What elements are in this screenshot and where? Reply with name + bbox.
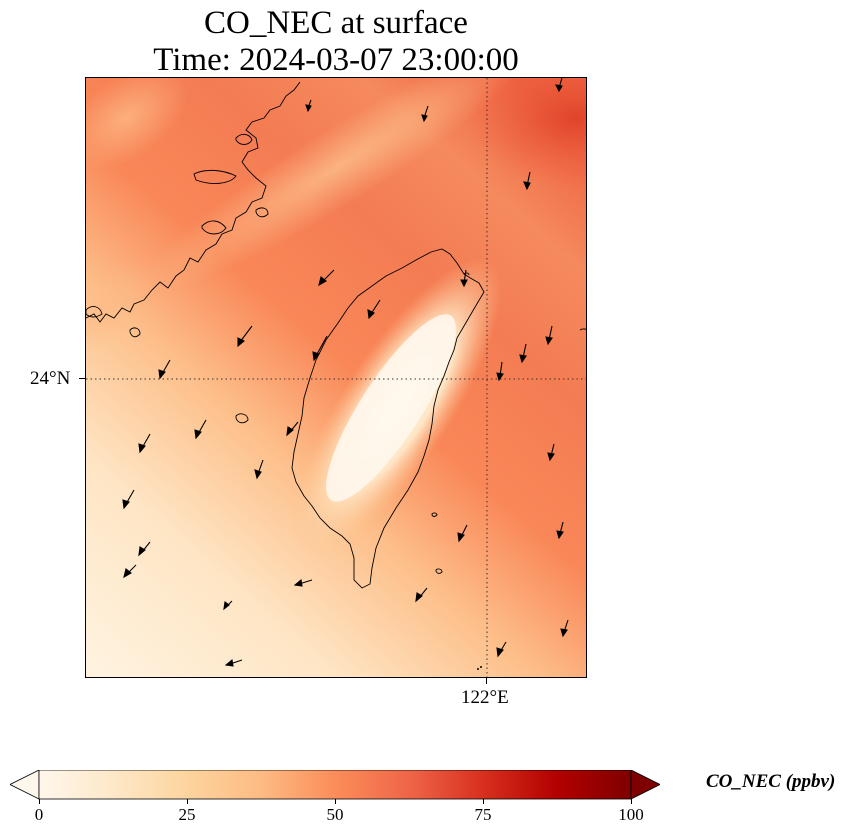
wind-vector xyxy=(496,361,504,382)
china-coastline xyxy=(86,81,301,323)
wind-vector xyxy=(460,269,468,288)
colorbar-tick-mark xyxy=(631,799,632,804)
map-title-line-2: Time: 2024-03-07 23:00:00 xyxy=(153,42,519,78)
wind-vector xyxy=(194,419,207,440)
wind-vector xyxy=(254,459,264,480)
wind-vector xyxy=(415,587,428,603)
coastlines xyxy=(86,81,586,589)
wind-vector xyxy=(237,325,253,348)
colorbar-extend-high xyxy=(630,770,660,800)
colorbar-tick-label: 25 xyxy=(178,805,196,824)
wind-vector xyxy=(138,433,151,454)
wind-vector xyxy=(556,521,564,540)
colorbar-label: CO_NEC (ppbv) xyxy=(706,771,836,792)
wind-vector xyxy=(457,524,468,543)
colorbar-tick-label: 75 xyxy=(474,805,492,824)
map-panel[interactable] xyxy=(85,77,587,678)
wind-vector xyxy=(293,578,313,587)
latitude-label: 24°N xyxy=(30,368,71,389)
colorbar-extend-low xyxy=(10,770,40,800)
lon-tick-mark xyxy=(486,678,487,684)
colorbar-tick-mark xyxy=(335,799,336,804)
wind-vector xyxy=(496,641,507,658)
wind-vector xyxy=(421,105,429,123)
wind-vector xyxy=(122,489,135,510)
wind-vector xyxy=(123,564,137,579)
wind-vector xyxy=(555,78,563,93)
wind-vector xyxy=(224,658,243,667)
wind-vector xyxy=(158,359,171,380)
wind-vector-field xyxy=(122,78,569,667)
taiwan-coastline xyxy=(291,248,485,589)
lat-tick-mark xyxy=(79,378,85,379)
longitude-label: 122°E xyxy=(461,687,509,708)
colorbar-tick-label: 0 xyxy=(34,805,44,824)
wind-vector xyxy=(545,325,553,346)
wind-vector xyxy=(519,343,527,364)
wind-vector xyxy=(305,99,312,113)
colorbar-tick-label: 50 xyxy=(326,805,344,824)
colorbar-gradient xyxy=(38,770,632,800)
map-title-line-1: CO_NEC at surface xyxy=(204,5,468,41)
wind-vector xyxy=(286,421,299,437)
wind-vector xyxy=(312,335,328,362)
wind-vector xyxy=(367,299,381,320)
wind-vector xyxy=(223,600,233,611)
wind-vector xyxy=(318,269,335,287)
colorbar xyxy=(10,770,660,800)
concentration-field-svg xyxy=(86,78,586,677)
colorbar-tick-mark xyxy=(187,799,188,804)
colorbar-tick-mark xyxy=(39,799,40,804)
wind-vector xyxy=(560,619,569,638)
colorbar-tick-mark xyxy=(483,799,484,804)
wind-vector xyxy=(138,541,151,557)
wind-vector xyxy=(523,171,531,191)
wind-vector xyxy=(547,443,555,462)
colorbar-tick-label: 100 xyxy=(618,805,644,824)
